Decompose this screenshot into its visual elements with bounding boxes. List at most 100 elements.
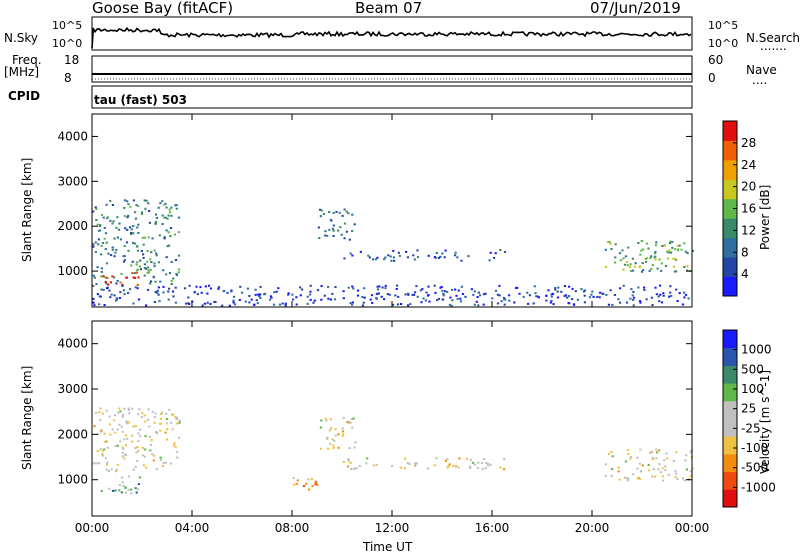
- velocity-cell: [159, 456, 162, 459]
- power-cell: [116, 236, 119, 239]
- power-cell: [123, 215, 126, 218]
- power-cell: [328, 228, 331, 231]
- velocity-cell: [305, 482, 308, 485]
- power-cell: [165, 273, 168, 276]
- power-cell: [175, 204, 178, 207]
- velocity-cell: [141, 412, 144, 415]
- velocity-colorbar-segment: [723, 330, 737, 349]
- power-cell: [405, 250, 408, 253]
- velocity-cell: [414, 465, 417, 467]
- power-cell: [634, 262, 637, 265]
- power-cell: [123, 245, 126, 248]
- velocity-cell: [319, 426, 322, 429]
- power-cell: [287, 293, 290, 296]
- velocity-cell: [131, 407, 134, 410]
- power-cell: [246, 287, 249, 290]
- velocity-cell: [137, 449, 140, 452]
- velocity-cell: [103, 448, 106, 451]
- x-tick-label: 00:00: [75, 521, 110, 535]
- power-cell: [392, 256, 395, 259]
- power-cell: [394, 294, 397, 297]
- velocity-cell: [121, 430, 124, 433]
- velocity-cell: [119, 440, 122, 443]
- power-cell: [604, 266, 608, 268]
- velocity-cell: [136, 446, 139, 448]
- velocity-cell: [121, 476, 124, 479]
- velocity-cell: [137, 432, 140, 435]
- velocity-cell: [618, 478, 621, 481]
- velocity-cell: [132, 468, 135, 471]
- power-cell: [576, 298, 579, 301]
- power-cell: [147, 202, 150, 205]
- power-cell: [317, 226, 320, 229]
- power-cell: [95, 208, 98, 211]
- power-cell: [631, 269, 635, 272]
- power-cell: [306, 302, 309, 305]
- power-cell: [123, 293, 126, 296]
- velocity-colorbar-tick-label: -25: [741, 421, 761, 435]
- velocity-cell: [661, 475, 665, 478]
- power-cell: [437, 297, 440, 300]
- velocity-cell: [676, 478, 679, 480]
- power-cell: [167, 290, 170, 293]
- power-cell: [641, 240, 644, 243]
- power-cell: [110, 254, 113, 257]
- power-frame: [91, 113, 693, 308]
- power-cell: [332, 211, 335, 214]
- power-cell: [396, 284, 399, 287]
- power-cell: [171, 290, 175, 293]
- power-cell: [120, 273, 123, 275]
- velocity-cell: [130, 492, 133, 495]
- power-cell: [660, 262, 663, 265]
- power-cell: [411, 293, 414, 296]
- velocity-cell: [99, 407, 102, 410]
- velocity-cell: [446, 466, 449, 469]
- power-cell: [172, 295, 175, 298]
- power-cell: [204, 285, 207, 288]
- power-colorbar-segment: [723, 198, 737, 219]
- power-cell: [380, 295, 383, 298]
- power-cell: [134, 217, 137, 220]
- velocity-colorbar-tick-label: -500: [741, 461, 768, 475]
- power-cell: [407, 304, 410, 307]
- power-cell: [617, 298, 620, 301]
- velocity-cell: [334, 428, 337, 431]
- velocity-cell: [604, 474, 607, 477]
- velocity-cell: [630, 456, 633, 459]
- power-cell: [632, 299, 635, 301]
- power-cell: [111, 204, 114, 206]
- x-tick-label: 20:00: [575, 521, 610, 535]
- power-cell: [653, 252, 657, 255]
- power-cell: [527, 302, 530, 305]
- velocity-cell: [165, 412, 168, 415]
- power-cell: [104, 276, 107, 279]
- velocity-cell: [131, 434, 134, 437]
- power-cell: [111, 275, 114, 278]
- velocity-cell: [147, 408, 150, 411]
- power-cell: [456, 256, 459, 259]
- power-cell: [167, 214, 170, 217]
- power-cell: [439, 255, 442, 258]
- power-cell: [668, 242, 672, 244]
- power-cell: [157, 261, 160, 264]
- power-cell: [132, 276, 135, 279]
- nsearch-tick-top: 10^5: [708, 19, 739, 32]
- power-cell: [338, 211, 341, 214]
- velocity-cell: [95, 462, 98, 465]
- power-cell: [353, 223, 356, 226]
- velocity-cell: [636, 477, 639, 480]
- power-cell: [516, 286, 519, 289]
- power-cell: [155, 216, 158, 219]
- power-colorbar-tick-label: 24: [741, 158, 756, 172]
- power-cell: [161, 214, 164, 217]
- power-cell: [442, 294, 445, 297]
- velocity-cell: [484, 467, 487, 470]
- power-cell: [137, 276, 140, 279]
- velocity-cell: [97, 462, 101, 465]
- power-cell: [163, 203, 166, 206]
- power-cell: [140, 212, 144, 215]
- power-cell: [332, 235, 335, 237]
- power-cell: [433, 256, 436, 259]
- power-cell: [334, 286, 337, 288]
- power-cell: [658, 300, 661, 303]
